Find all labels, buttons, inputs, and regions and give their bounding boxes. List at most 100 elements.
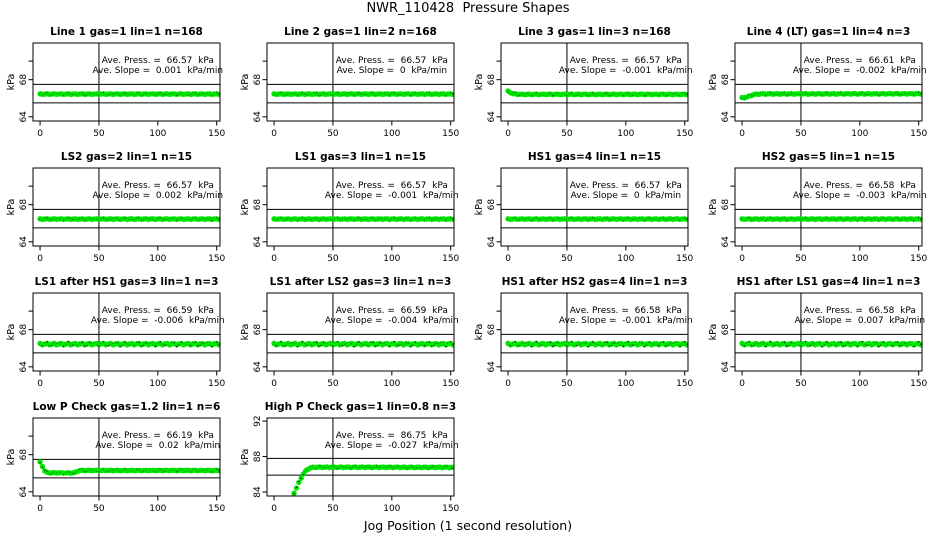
- data-points: [739, 216, 922, 223]
- annotation-ave-slope: Ave. Slope = -0.001 kPa/min: [559, 316, 693, 326]
- annotation-ave-slope: Ave. Slope = -0.002 kPa/min: [793, 66, 927, 76]
- x-tick-label: 150: [676, 379, 693, 389]
- panel-7: HS2 gas=5 lin=1 n=15 68 64 kPa 0 50 100 150 Ave.…: [708, 151, 928, 264]
- annotation-ave-press: Ave. Press. = 66.59 kPa: [336, 306, 448, 316]
- x-axis-label: Jog Position (1 second resolution): [363, 518, 573, 533]
- data-points: [37, 216, 220, 223]
- annotation-ave-slope: Ave. Slope = 0 kPa/min: [337, 66, 448, 76]
- y-axis-title: kPa: [708, 199, 719, 216]
- panel-5: LS1 gas=3 lin=1 n=15 68 64 kPa 0 50 100 150 Ave.…: [240, 151, 460, 264]
- y-tick-label: 64: [19, 486, 29, 498]
- x-tick-label: 100: [383, 379, 400, 389]
- figure-title: NWR_110428 Pressure Shapes: [366, 1, 570, 16]
- x-tick-label: 150: [208, 129, 225, 139]
- data-points: [505, 340, 688, 348]
- x-tick-label: 50: [795, 379, 807, 389]
- y-tick-label: 64: [487, 111, 497, 123]
- panel-0: Line 1 gas=1 lin=1 n=168 68 64 kPa 0 50 100 150…: [6, 26, 226, 139]
- x-tick-label: 0: [271, 504, 277, 514]
- y-tick-label: 64: [19, 361, 29, 373]
- y-axis-title: kPa: [474, 324, 485, 341]
- panel-6: HS1 gas=4 lin=1 n=15 68 64 kPa 0 50 100 150 Ave.…: [474, 151, 694, 264]
- y-tick-label: 68: [19, 324, 29, 336]
- panel-title: LS1 after LS2 gas=3 lin=1 n=3: [270, 276, 452, 288]
- annotation-ave-press: Ave. Press. = 66.57 kPa: [102, 181, 214, 191]
- y-tick-label: 92: [253, 415, 263, 426]
- x-tick-label: 150: [910, 379, 927, 389]
- y-axis-title: kPa: [240, 199, 251, 216]
- data-points: [271, 91, 454, 98]
- x-tick-label: 100: [149, 504, 166, 514]
- x-tick-label: 50: [561, 379, 573, 389]
- y-axis-title: kPa: [474, 74, 485, 91]
- y-axis-title: kPa: [708, 324, 719, 341]
- x-tick-label: 0: [37, 254, 43, 264]
- x-tick-label: 50: [93, 504, 105, 514]
- annotation-ave-press: Ave. Press. = 86.75 kPa: [336, 431, 448, 441]
- annotation-ave-slope: Ave. Slope = -0.001 kPa/min: [559, 66, 693, 76]
- data-points: [739, 340, 922, 348]
- annotation-ave-slope: Ave. Slope = -0.001 kPa/min: [325, 191, 459, 201]
- x-tick-label: 0: [271, 379, 277, 389]
- y-tick-label: 64: [253, 236, 263, 248]
- x-tick-label: 50: [327, 379, 339, 389]
- y-tick-label: 64: [487, 236, 497, 248]
- x-tick-label: 150: [442, 254, 459, 264]
- annotation-ave-press: Ave. Press. = 66.61 kPa: [804, 56, 916, 66]
- annotation-ave-press: Ave. Press. = 66.57 kPa: [336, 56, 448, 66]
- y-tick-label: 64: [487, 361, 497, 373]
- x-tick-label: 150: [208, 504, 225, 514]
- y-tick-label: 64: [721, 111, 731, 123]
- panel-title: HS1 after LS1 gas=4 lin=1 n=3: [737, 276, 921, 288]
- x-tick-label: 50: [795, 129, 807, 139]
- x-tick-label: 0: [37, 504, 43, 514]
- y-tick-label: 64: [253, 361, 263, 373]
- x-tick-label: 150: [676, 254, 693, 264]
- annotation-ave-press: Ave. Press. = 66.57 kPa: [336, 181, 448, 191]
- x-tick-label: 100: [617, 254, 634, 264]
- x-tick-label: 100: [149, 254, 166, 264]
- panel-9: LS1 after LS2 gas=3 lin=1 n=3 68 64 kPa 0 50 1…: [240, 276, 460, 389]
- x-tick-label: 0: [271, 129, 277, 139]
- panel-4: LS2 gas=2 lin=1 n=15 68 64 kPa 0 50 100 150 Ave.…: [6, 151, 226, 264]
- y-tick-label: 68: [253, 74, 263, 86]
- y-axis-title: kPa: [240, 324, 251, 341]
- annotation-ave-slope: Ave. Slope = 0.002 kPa/min: [93, 191, 224, 201]
- y-tick-label: 64: [721, 236, 731, 248]
- data-points: [37, 91, 220, 98]
- y-tick-label: 64: [19, 236, 29, 248]
- x-tick-label: 100: [617, 129, 634, 139]
- y-tick-label: 68: [487, 199, 497, 211]
- x-tick-label: 100: [383, 254, 400, 264]
- annotation-ave-slope: Ave. Slope = -0.027 kPa/min: [325, 441, 459, 451]
- y-tick-label: 68: [721, 324, 731, 336]
- panel-title: Line 2 gas=1 lin=2 n=168: [284, 26, 437, 38]
- panel-title: HS1 after HS2 gas=4 lin=1 n=3: [502, 276, 688, 288]
- panel-title: LS1 gas=3 lin=1 n=15: [295, 151, 426, 163]
- x-tick-label: 100: [149, 379, 166, 389]
- annotation-ave-press: Ave. Press. = 66.59 kPa: [102, 306, 214, 316]
- panel-title: LS2 gas=2 lin=1 n=15: [61, 151, 192, 163]
- data-points: [505, 88, 688, 98]
- y-axis-title: kPa: [474, 199, 485, 216]
- y-tick-label: 68: [19, 449, 29, 461]
- y-tick-label: 68: [721, 199, 731, 211]
- x-tick-label: 0: [739, 254, 745, 264]
- x-tick-label: 100: [383, 504, 400, 514]
- x-tick-label: 150: [442, 379, 459, 389]
- x-tick-label: 150: [442, 129, 459, 139]
- y-tick-label: 68: [487, 324, 497, 336]
- annotation-ave-press: Ave. Press. = 66.58 kPa: [570, 306, 682, 316]
- y-tick-label: 64: [721, 361, 731, 373]
- panel-title: Line 3 gas=1 lin=3 n=168: [518, 26, 671, 38]
- annotation-ave-slope: Ave. Slope = 0.001 kPa/min: [93, 66, 224, 76]
- x-tick-label: 50: [561, 254, 573, 264]
- x-tick-label: 0: [37, 379, 43, 389]
- panel-title: Low P Check gas=1.2 lin=1 n=6: [33, 401, 221, 413]
- panel-13: High P Check gas=1 lin=0.8 n=392 88 84 kPa 0…: [240, 401, 460, 514]
- x-tick-label: 0: [505, 379, 511, 389]
- panel-title: LS1 after HS1 gas=3 lin=1 n=3: [35, 276, 219, 288]
- x-tick-label: 50: [327, 504, 339, 514]
- y-tick-label: 84: [253, 486, 263, 498]
- annotation-ave-slope: Ave. Slope = -0.004 kPa/min: [325, 316, 459, 326]
